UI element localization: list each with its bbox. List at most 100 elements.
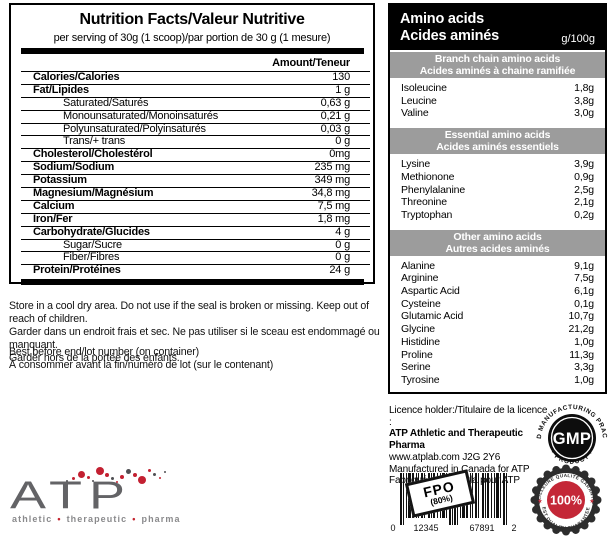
logo-dot xyxy=(133,473,137,477)
amino-value: 10,7g xyxy=(568,310,594,323)
nutrition-row: Magnesium/Magnésium 34,8 mg xyxy=(21,187,370,200)
amino-name: Glutamic Acid xyxy=(401,310,464,323)
nutrient-value: 24 g xyxy=(329,264,350,277)
nutrient-label: Fat/Lipides xyxy=(33,83,89,96)
tagline-word: athletic xyxy=(12,514,53,524)
amino-name: Serine xyxy=(401,361,431,374)
svg-text:100%: 100% xyxy=(550,494,582,508)
nutrient-label: Fiber/Fibres xyxy=(63,251,120,264)
storage-note-line: Garder dans un endroit frais et sec. Ne … xyxy=(9,326,380,351)
tagline-word: pharma xyxy=(141,514,181,524)
nutrient-value: 34,8 mg xyxy=(311,187,351,200)
nutrition-row: Protein/Protéines 24 g xyxy=(21,264,370,277)
nutrient-label: Sugar/Sucre xyxy=(63,238,122,251)
logo-dot xyxy=(92,480,94,482)
nutrient-label: Sodium/Sodium xyxy=(33,161,115,174)
atp-tagline: athletic • therapeutic • pharma xyxy=(12,514,181,524)
amino-value: 11,3g xyxy=(569,348,594,361)
nutrient-value: 0 g xyxy=(335,135,350,148)
nutrition-subtitle: per serving of 30g (1 scoop)/par portion… xyxy=(53,32,331,44)
nutrition-row: Calcium 7,5 mg xyxy=(21,199,370,213)
amino-value: 7,5g xyxy=(574,272,594,285)
amino-value: 6,1g xyxy=(574,285,594,298)
logo-dot xyxy=(120,475,124,479)
other-rows: Alanine 9,1g Arginine 7,5g Aspartic Acid… xyxy=(390,256,605,393)
lot-notes: Best before end/lot number (on container… xyxy=(9,346,381,372)
licence-line: Manufactured in Canada for ATP xyxy=(389,463,530,475)
amino-name: Alanine xyxy=(401,259,435,272)
amino-value: 21,2g xyxy=(568,323,594,336)
nutrition-row: Fiber/Fibres 0 g xyxy=(21,251,370,264)
amino-value: 0,2g xyxy=(574,208,594,221)
amino-name: Methionone xyxy=(401,170,455,183)
amino-value: 0,1g xyxy=(574,297,594,310)
logo-dot xyxy=(148,469,151,472)
nutrition-row: Monounsaturated/Monoinsaturés 0,21 g xyxy=(21,109,370,123)
logo-dot xyxy=(111,477,114,480)
amino-row: Threonine 2,1g xyxy=(401,196,594,209)
nutrient-value: 0 g xyxy=(335,251,350,264)
amino-value: 2,1g xyxy=(574,196,594,209)
amino-name: Cysteine xyxy=(401,297,441,310)
amino-value: 2,5g xyxy=(574,183,594,196)
nutrition-row: Potassium 349 mg xyxy=(21,174,370,187)
amino-row: Methionone 0,9g xyxy=(401,171,594,184)
thick-divider-bar xyxy=(21,48,364,54)
section-title-en: Essential amino acids xyxy=(444,129,551,142)
amino-title-en: Amino acids xyxy=(400,11,485,27)
amino-row: Tyrosine 1,0g xyxy=(401,374,594,387)
nutrition-row: Saturated/Saturés 0,63 g xyxy=(21,96,370,110)
nutrition-row: Sugar/Sucre 0 g xyxy=(21,238,370,252)
amino-name: Aspartic Acid xyxy=(401,285,460,298)
amino-name: Leucine xyxy=(401,94,437,107)
amino-row: Lysine 3,9g xyxy=(401,158,594,171)
licence-line: www.atplab.com J2G 2Y6 xyxy=(389,451,501,463)
nutrient-value: 0,21 g xyxy=(320,109,351,122)
tagline-word: therapeutic xyxy=(66,514,128,524)
nutrient-label: Saturated/Saturés xyxy=(63,96,149,109)
licence-line: ATP Athletic and Therapeutic Pharma xyxy=(389,428,523,452)
amino-row: Histidine 1,0g xyxy=(401,336,594,349)
lot-note-line: Best before end/lot number (on container… xyxy=(9,346,199,358)
amino-row: Alanine 9,1g xyxy=(401,260,594,273)
amino-row: Cysteine 0,1g xyxy=(401,298,594,311)
amino-value: 1,0g xyxy=(574,373,594,386)
logo-dot xyxy=(96,467,104,475)
svg-text:2: 2 xyxy=(511,523,516,533)
nutrient-value: 0 g xyxy=(335,238,350,251)
nutrient-value: 1 g xyxy=(335,83,350,96)
section-title-en: Branch chain amino acids xyxy=(434,53,561,65)
svg-text:★: ★ xyxy=(589,498,594,505)
nutrition-row: Sodium/Sodium 235 mg xyxy=(21,161,370,174)
amino-name: Phenylalanine xyxy=(401,183,466,196)
amino-value: 3,8g xyxy=(574,94,594,107)
amino-value: 1,0g xyxy=(574,335,594,348)
amino-title-fr: Acides aminés xyxy=(400,28,499,44)
amino-value: 3,0g xyxy=(574,107,594,120)
nutrient-label: Trans/+ trans xyxy=(63,135,126,148)
logo-dot xyxy=(138,476,146,484)
logo-dot xyxy=(72,477,75,480)
nutrient-value: 0mg xyxy=(329,148,350,161)
amino-value: 3,3g xyxy=(574,361,594,374)
nutrition-row: Iron/Fer 1,8 mg xyxy=(21,212,370,226)
quality-seal-icon: 100% MEILLEURE QUALITÉ GARANTIE BEST QUA… xyxy=(525,457,605,537)
section-band-essential: Essential amino acids Acides aminés esse… xyxy=(390,128,605,155)
svg-text:12345: 12345 xyxy=(413,523,438,533)
amino-row: Glycine 21,2g xyxy=(401,323,594,336)
logo-dot xyxy=(159,477,161,479)
amino-row: Glutamic Acid 10,7g xyxy=(401,310,594,323)
amino-name: Tyrosine xyxy=(401,373,440,386)
logo-dot xyxy=(153,473,156,476)
amino-row: Phenylalanine 2,5g xyxy=(401,184,594,197)
amino-row: Tryptophan 0,2g xyxy=(401,209,594,222)
nutrient-label: Polyunsaturated/Polyinsaturés xyxy=(63,122,206,135)
storage-notes: Store in a cool dry area. Do not use if … xyxy=(9,300,381,365)
nutrient-label: Monounsaturated/Monoinsaturés xyxy=(63,109,219,122)
nutrition-facts-panel: Nutrition Facts/Valeur Nutritive per ser… xyxy=(9,3,375,286)
nutrient-value: 0,63 g xyxy=(320,96,351,109)
thick-divider-bar xyxy=(21,279,364,286)
nutrition-row: Carbohydrate/Glucides 4 g xyxy=(21,225,370,239)
nutrition-row: Polyunsaturated/Polyinsaturés 0,03 g xyxy=(21,122,370,136)
